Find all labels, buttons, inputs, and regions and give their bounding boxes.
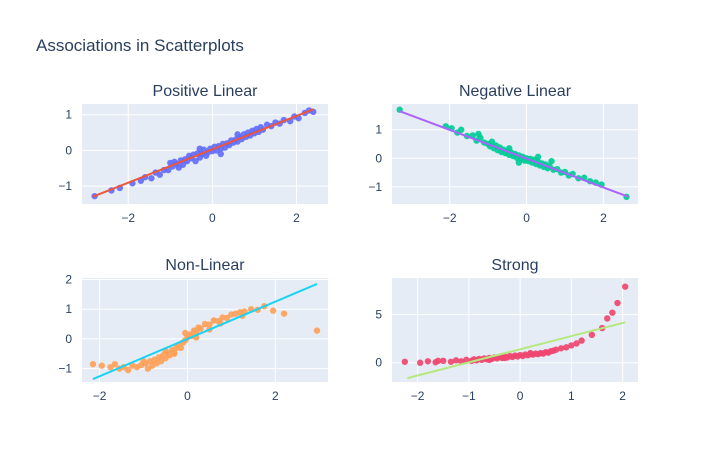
- subplot-1: −2 0 2 −1 0 1 Positive Linear: [58, 83, 328, 225]
- trend-line: [399, 110, 629, 198]
- trend-line: [92, 283, 318, 380]
- data-point: [457, 126, 465, 133]
- x-tick-label: 2: [272, 389, 279, 403]
- x-tick-label: 0: [517, 389, 524, 403]
- data-point: [447, 358, 455, 365]
- data-point: [124, 366, 132, 374]
- data-point: [475, 130, 482, 138]
- trend-line: [92, 108, 314, 198]
- data-point: [527, 349, 534, 357]
- x-tick-label: 0: [209, 211, 216, 225]
- y-tick-label: −1: [58, 179, 72, 193]
- data-point: [614, 299, 621, 307]
- x-tick-label: −1: [462, 389, 476, 403]
- data-point: [401, 358, 409, 365]
- x-tick-label: 0: [523, 211, 530, 225]
- y-tick-label: 0: [65, 332, 72, 346]
- data-point: [609, 309, 616, 316]
- data-point: [588, 331, 596, 339]
- subplot-2: −2 0 2 −1 0 1 Negative Linear: [368, 83, 638, 225]
- data-point: [563, 344, 570, 351]
- data-point: [179, 161, 187, 168]
- data-point: [98, 362, 105, 369]
- y-tick-label: 0: [375, 356, 382, 370]
- data-point: [148, 175, 155, 182]
- subplot-title: Negative Linear: [459, 83, 572, 100]
- y-tick-label: 1: [375, 123, 382, 137]
- data-point: [452, 357, 460, 364]
- data-point: [434, 357, 442, 365]
- data-point: [457, 358, 465, 365]
- data-point: [515, 159, 523, 166]
- x-tick-label: 2: [619, 389, 626, 403]
- subplot-4: −2 −1 0 1 2 0 5 Strong: [375, 257, 638, 403]
- data-point: [578, 337, 585, 344]
- data-point: [177, 344, 185, 352]
- trend-line: [407, 321, 626, 380]
- x-tick-label: 2: [293, 211, 300, 225]
- data-point: [192, 157, 199, 165]
- data-point: [196, 145, 203, 152]
- x-tick-label: −2: [411, 389, 425, 403]
- data-point: [550, 347, 557, 354]
- data-point: [269, 307, 277, 314]
- data-point: [111, 360, 119, 368]
- data-point: [313, 327, 321, 334]
- data-point: [548, 157, 555, 165]
- subplot-title: Positive Linear: [153, 83, 259, 100]
- x-tick-label: 0: [184, 389, 191, 403]
- data-point: [557, 345, 565, 352]
- data-point: [140, 358, 147, 365]
- data-point: [171, 350, 178, 357]
- subplot-title: Strong: [491, 257, 538, 274]
- y-tick-label: −1: [368, 180, 382, 194]
- y-tick-label: 2: [65, 272, 72, 286]
- x-tick-label: −2: [121, 211, 135, 225]
- data-point: [501, 354, 508, 362]
- y-tick-label: 5: [375, 308, 382, 322]
- data-point: [506, 145, 513, 152]
- x-tick-label: −2: [443, 211, 457, 225]
- data-point: [416, 359, 424, 366]
- y-tick-label: −1: [58, 362, 72, 376]
- data-point: [463, 356, 470, 364]
- data-point: [573, 340, 580, 347]
- y-tick-label: 1: [65, 302, 72, 316]
- data-point: [206, 321, 213, 328]
- data-point: [89, 360, 97, 368]
- data-point: [217, 150, 224, 158]
- data-point: [182, 329, 189, 337]
- data-point: [280, 310, 288, 317]
- subplot-title: Non-Linear: [165, 257, 245, 274]
- data-point: [568, 342, 575, 349]
- x-tick-label: −2: [93, 389, 107, 403]
- data-point: [534, 153, 542, 161]
- data-point: [234, 131, 241, 138]
- data-point: [197, 325, 204, 332]
- subplot-3: −2 0 2 −1 0 1 2 Non-Linear: [58, 257, 328, 403]
- figure-title: Associations in Scatterplots: [36, 36, 244, 55]
- data-point: [156, 171, 163, 178]
- data-point: [440, 357, 447, 365]
- x-tick-label: 1: [568, 389, 575, 403]
- x-tick-label: 2: [600, 211, 607, 225]
- data-point: [223, 314, 231, 322]
- data-point: [424, 358, 432, 365]
- y-tick-label: 0: [375, 151, 382, 165]
- data-point: [621, 283, 629, 290]
- y-tick-label: 0: [65, 143, 72, 157]
- y-tick-label: 1: [65, 108, 72, 122]
- data-point: [604, 315, 611, 322]
